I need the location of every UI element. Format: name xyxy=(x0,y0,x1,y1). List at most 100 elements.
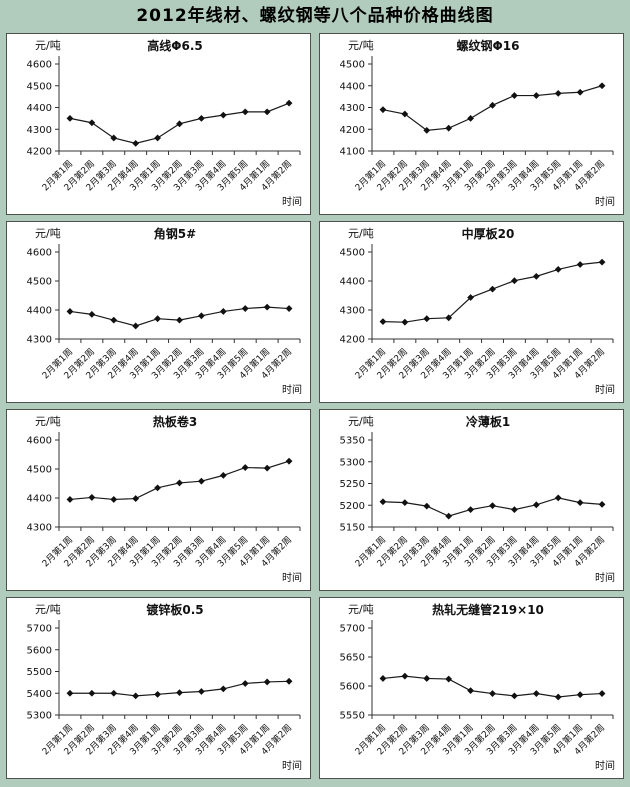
data-series xyxy=(66,457,293,503)
charts-grid: 元/吨 高线Φ6.5 4200 4300 4400 4500 4600 2月第1周 2月第2周 2… xyxy=(0,33,630,779)
data-point-marker xyxy=(241,108,249,116)
data-series xyxy=(379,672,606,701)
data-point-marker xyxy=(88,310,96,318)
line-chart-7: 元/吨 镀锌板0.5 5300 5400 5500 5600 5700 2月第1周2月第2周2… xyxy=(27,602,302,772)
data-point-marker xyxy=(241,464,249,471)
line-chart-2: 元/吨 螺纹钢Φ16 4100 4200 4300 4400 4500 2月第1周2月第2周2… xyxy=(340,38,615,208)
data-point-marker xyxy=(401,318,409,326)
page-title: 2012年线材、螺纹钢等八个品种价格曲线图 xyxy=(136,6,494,26)
data-point-marker xyxy=(576,691,584,699)
data-point-marker xyxy=(532,501,540,509)
data-point-marker xyxy=(132,139,140,147)
y-axis-tick-labels: 5300 5400 5500 5600 5700 xyxy=(27,624,52,722)
y-unit-label: 元/吨 xyxy=(35,415,61,428)
chart-title: 热板卷3 xyxy=(153,414,197,429)
x-axis-title: 时间 xyxy=(595,383,615,396)
data-point-marker xyxy=(423,675,431,682)
data-point-marker xyxy=(263,678,271,686)
chart-title: 螺纹钢Φ16 xyxy=(457,38,520,53)
svg-text:4400: 4400 xyxy=(27,494,52,505)
data-point-marker xyxy=(110,689,118,697)
data-point-marker xyxy=(176,689,183,696)
x-axis-title: 时间 xyxy=(282,759,302,772)
svg-text:5500: 5500 xyxy=(27,667,52,678)
data-point-marker xyxy=(263,464,271,472)
line-chart-8: 元/吨 热轧无缝管219×10 5550 5600 5650 5700 2月第1周2月第2周… xyxy=(340,602,615,772)
svg-text:4100: 4100 xyxy=(340,147,365,158)
data-point-marker xyxy=(532,690,540,697)
svg-text:4400: 4400 xyxy=(340,277,365,288)
data-series xyxy=(379,258,606,326)
data-point-marker xyxy=(489,690,496,697)
svg-text:4300: 4300 xyxy=(340,306,365,317)
y-unit-label: 元/吨 xyxy=(348,39,374,52)
data-point-marker xyxy=(198,312,205,320)
x-axis-tick-labels: 2月第1周2月第2周2月第3周2月第4周3月第1周3月第2周3月第3周3月第4周… xyxy=(352,346,607,382)
data-point-marker xyxy=(576,499,584,507)
data-point-marker xyxy=(176,316,183,324)
line-chart-3: 元/吨 角钢5# 4300 4400 4500 4600 2月第1周2月第2周2月第3周2月… xyxy=(27,226,302,396)
x-axis-title: 时间 xyxy=(282,571,302,584)
data-point-marker xyxy=(554,266,562,273)
x-axis-tick-labels: 2月第1周2月第2周2月第3周2月第4周3月第1周3月第2周3月第3周3月第4周… xyxy=(39,346,294,382)
svg-text:5700: 5700 xyxy=(340,624,365,635)
y-unit-label: 元/吨 xyxy=(35,227,61,240)
data-point-marker xyxy=(198,688,205,695)
data-point-marker xyxy=(511,277,518,285)
data-point-marker xyxy=(132,692,140,700)
axes xyxy=(368,432,614,531)
data-point-marker xyxy=(88,494,96,501)
chart-title: 热轧无缝管219×10 xyxy=(432,602,544,617)
x-axis-tick-labels: 2月第1周2月第2周2月第3周2月第4周3月第1周3月第2周3月第3周3月第4周… xyxy=(352,722,607,758)
x-axis-title: 时间 xyxy=(595,195,615,208)
data-point-marker xyxy=(511,692,518,700)
line-chart-4: 元/吨 中厚板20 4200 4300 4400 4500 2月第1周2月第2周2月第3周2… xyxy=(340,226,615,396)
data-point-marker xyxy=(88,119,96,127)
data-point-marker xyxy=(285,99,293,107)
data-point-marker xyxy=(598,690,606,697)
data-point-marker xyxy=(379,106,387,114)
data-point-marker xyxy=(598,258,606,266)
y-axis-tick-labels: 4200 4300 4400 4500 4600 xyxy=(27,60,52,158)
data-point-marker xyxy=(489,285,496,293)
data-point-marker xyxy=(379,498,387,506)
chart-panel-8: 元/吨 热轧无缝管219×10 5550 5600 5650 5700 2月第1周 2月第2周… xyxy=(319,597,624,779)
data-point-marker xyxy=(598,82,606,90)
axes xyxy=(368,244,614,343)
x-axis-tick-labels: 2月第1周2月第2周2月第3周2月第4周3月第1周3月第2周3月第3周3月第4周… xyxy=(352,534,607,570)
data-point-marker xyxy=(263,108,271,116)
data-point-marker xyxy=(219,308,227,315)
data-point-marker xyxy=(423,126,431,134)
svg-text:5400: 5400 xyxy=(27,689,52,700)
y-unit-label: 元/吨 xyxy=(348,415,374,428)
data-series xyxy=(66,99,293,147)
svg-text:4200: 4200 xyxy=(340,335,365,346)
y-axis-tick-labels: 4300 4400 4500 4600 xyxy=(27,436,52,534)
chart-panel-2: 元/吨 螺纹钢Φ16 4100 4200 4300 4400 4500 2月第1周 2月第2周 2… xyxy=(319,33,624,215)
data-point-marker xyxy=(219,111,227,119)
svg-text:4500: 4500 xyxy=(27,277,52,288)
data-point-marker xyxy=(88,689,96,697)
data-point-marker xyxy=(110,316,118,324)
chart-title: 中厚板20 xyxy=(462,226,515,241)
data-point-marker xyxy=(285,305,293,312)
y-unit-label: 元/吨 xyxy=(348,227,374,240)
svg-text:4400: 4400 xyxy=(27,103,52,114)
data-series xyxy=(66,303,293,330)
data-point-marker xyxy=(132,495,140,502)
chart-title: 角钢5# xyxy=(154,226,196,241)
chart-panel-3: 元/吨 角钢5# 4300 4400 4500 4600 2月第1周 2月第2周 2月第3周 2月… xyxy=(6,221,311,403)
svg-text:4400: 4400 xyxy=(27,306,52,317)
svg-text:5700: 5700 xyxy=(27,624,52,635)
data-point-marker xyxy=(511,92,518,99)
data-point-marker xyxy=(401,110,409,118)
data-point-marker xyxy=(110,134,118,142)
data-point-marker xyxy=(532,92,540,99)
data-point-marker xyxy=(154,315,161,323)
chart-title: 镀锌板0.5 xyxy=(146,602,203,617)
data-point-marker xyxy=(66,496,74,503)
data-point-marker xyxy=(241,680,249,687)
svg-text:5300: 5300 xyxy=(27,711,52,722)
axes xyxy=(368,620,614,719)
chart-title: 冷薄板1 xyxy=(466,414,510,429)
